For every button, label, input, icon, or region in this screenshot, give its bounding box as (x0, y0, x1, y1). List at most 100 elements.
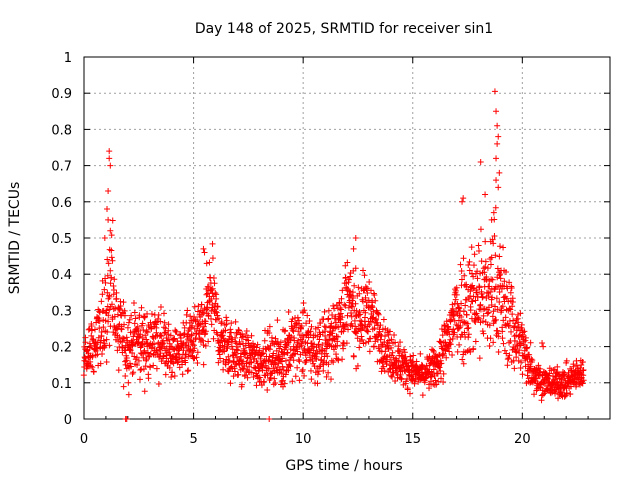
data-point (242, 350, 249, 357)
data-point (281, 380, 288, 387)
data-point (368, 318, 375, 325)
data-point (340, 328, 347, 335)
chart-title: Day 148 of 2025, SRMTID for receiver sin… (195, 21, 493, 37)
data-point (460, 255, 467, 262)
data-point (364, 289, 371, 296)
data-point (366, 322, 373, 329)
data-point (195, 303, 202, 310)
data-point (345, 279, 352, 286)
data-point (476, 284, 483, 291)
data-point (289, 378, 296, 385)
data-point (517, 364, 524, 371)
data-point (160, 310, 167, 317)
data-point (478, 258, 485, 265)
data-point (98, 329, 105, 336)
data-point (289, 316, 296, 323)
data-point (445, 345, 452, 352)
data-point (227, 326, 234, 333)
data-point (521, 352, 528, 359)
data-point (467, 303, 474, 310)
data-point (342, 302, 349, 309)
data-point (299, 366, 306, 373)
y-axis-label: SRMTID / TECUs (7, 182, 23, 295)
data-point (533, 375, 540, 382)
data-point (558, 381, 565, 388)
data-point (355, 284, 362, 291)
data-point (228, 320, 235, 327)
data-point (330, 359, 337, 366)
plot-frame (83, 56, 611, 420)
data-point (145, 375, 152, 382)
data-point (359, 298, 366, 305)
data-point (497, 275, 504, 282)
data-point (214, 312, 221, 319)
data-point (481, 269, 488, 276)
data-point (522, 337, 529, 344)
data-point (371, 343, 378, 350)
data-point (202, 342, 209, 349)
data-point (99, 291, 106, 298)
y-tick-label: 0.5 (51, 232, 72, 247)
data-point (454, 348, 461, 355)
data-point (248, 332, 255, 339)
data-point (210, 335, 217, 342)
data-point (163, 335, 170, 342)
data-point (522, 334, 529, 341)
data-point (539, 339, 546, 346)
data-point (328, 376, 335, 383)
data-point (104, 272, 111, 279)
data-point (433, 370, 440, 377)
data-point (100, 324, 107, 331)
data-point (308, 323, 315, 330)
data-point (302, 352, 309, 359)
data-point (146, 343, 153, 349)
data-point (448, 316, 455, 323)
data-point (352, 300, 359, 307)
data-point (253, 382, 260, 389)
data-point (470, 262, 477, 269)
data-point (406, 390, 413, 397)
data-point (488, 216, 495, 223)
data-point (197, 322, 204, 329)
data-point (274, 317, 281, 324)
data-point (504, 362, 511, 369)
data-point (306, 317, 313, 324)
data-point (458, 300, 465, 307)
data-point (474, 294, 481, 301)
data-point (344, 259, 351, 266)
data-point (547, 390, 554, 397)
data-point (130, 369, 137, 376)
data-point (516, 347, 523, 354)
y-tick-label: 0.4 (51, 268, 72, 283)
data-point (137, 367, 144, 374)
data-point (107, 267, 114, 274)
data-point (296, 358, 303, 365)
data-point (356, 344, 363, 351)
grid-lines (84, 57, 610, 419)
y-tick-labels: 0 0.1 0.2 0.3 0.4 0.5 0.6 0.7 0.8 0.9 1 (51, 51, 72, 428)
data-point (395, 357, 402, 364)
data-point (107, 280, 114, 287)
data-point (465, 334, 472, 341)
data-point (206, 259, 213, 266)
data-point (503, 295, 510, 302)
data-point (183, 311, 190, 318)
data-point (191, 313, 198, 320)
data-point (227, 380, 234, 387)
data-point (325, 315, 332, 322)
data-point (490, 240, 497, 247)
data-point (140, 326, 147, 333)
data-point (233, 340, 240, 347)
data-point (105, 187, 112, 194)
data-point (461, 272, 468, 279)
data-point (485, 293, 492, 300)
data-point (97, 360, 104, 367)
data-point (148, 310, 155, 317)
data-point (449, 312, 456, 319)
data-point (182, 359, 189, 366)
data-point (455, 304, 462, 311)
data-point (351, 282, 358, 289)
data-point (473, 310, 480, 317)
data-point (479, 293, 486, 300)
data-point (89, 364, 96, 371)
